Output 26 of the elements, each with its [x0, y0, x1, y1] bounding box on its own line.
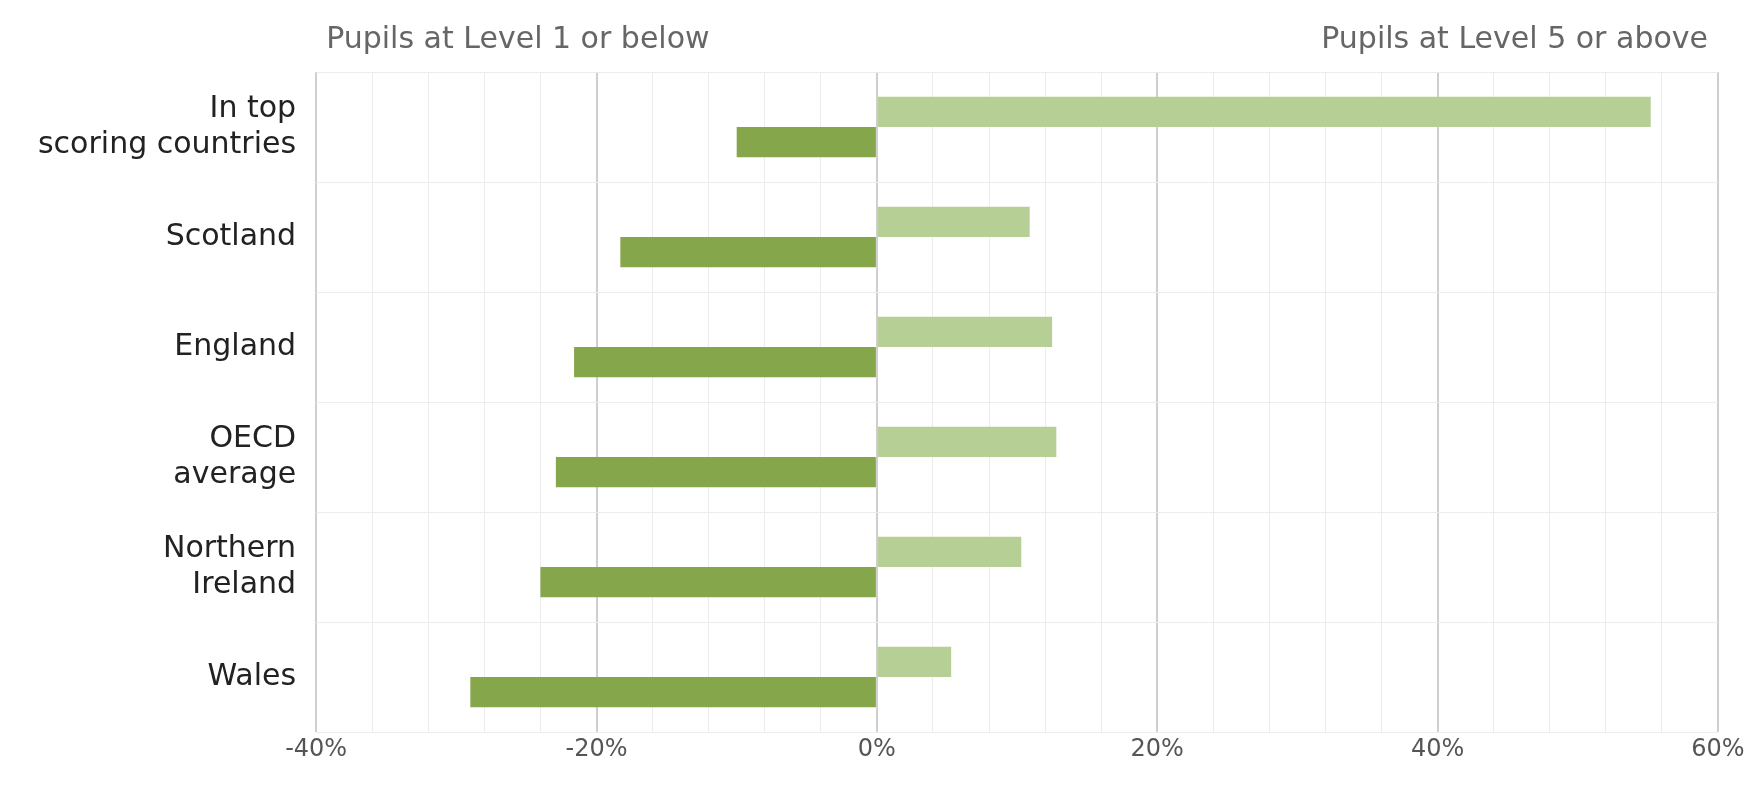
bar [574, 347, 876, 378]
x-tick-label: -20% [565, 733, 628, 762]
bar [470, 677, 876, 708]
y-tick-label: In top scoring countries [37, 88, 297, 160]
y-tick-label: Wales [207, 656, 297, 692]
y-tick-label: OECD average [173, 418, 297, 490]
y-tick-label: Northern Ireland [162, 528, 297, 600]
x-tick-label: 0% [857, 733, 896, 762]
text: Pupils at Level 5 or above [1321, 19, 1708, 55]
x-tick-label: 40% [1410, 733, 1465, 762]
y-tick-label: England [174, 326, 297, 362]
bar [540, 567, 876, 598]
bar [555, 457, 876, 488]
x-tick-label: -40% [285, 733, 348, 762]
bar [736, 127, 876, 158]
bar [620, 237, 876, 268]
bar [877, 96, 1651, 127]
bar [877, 206, 1030, 237]
y-tick-label: Scotland [165, 216, 297, 252]
text: Pupils at Level 1 or below [326, 19, 710, 55]
bar [877, 536, 1022, 567]
x-tick-label: 60% [1691, 733, 1745, 762]
bar [877, 316, 1053, 347]
x-tick-label: 20% [1130, 733, 1184, 762]
bar [877, 426, 1057, 457]
bar [877, 646, 952, 677]
